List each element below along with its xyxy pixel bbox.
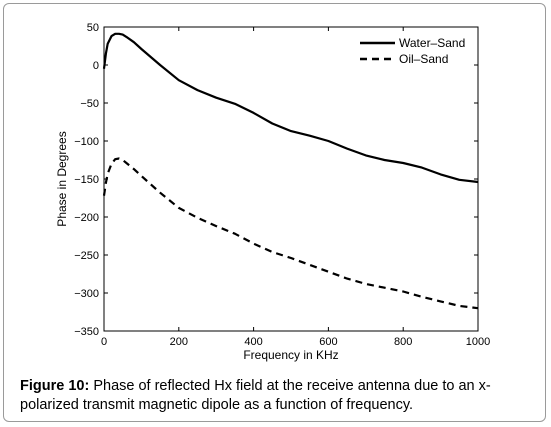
x-tick-label: 600 [319,336,337,348]
x-tick-label: 1000 [466,336,490,348]
caption-label: Figure 10: [20,378,90,394]
plot-border [103,26,479,332]
x-tick-label: 800 [394,336,412,348]
legend: Water–Sand Oil–Sand [360,36,465,66]
y-tick-label: −100 [74,136,99,148]
plot-area [103,26,479,332]
line-chart: 0 200 400 600 800 1000 50 0 −50 −100 −150 −200 −250 −… [55,22,490,362]
y-tick-label: 0 [93,60,99,72]
y-tick-label: −50 [80,98,99,110]
x-tick-label: 200 [170,336,188,348]
legend-entry-2: Oil–Sand [399,52,448,66]
series-line-2 [102,157,479,310]
y-tick-label: −350 [74,326,99,338]
y-tick-label: −300 [74,288,99,300]
figure-frame [3,3,546,422]
y-tick-label: 50 [87,22,99,34]
legend-entry-1: Water–Sand [399,36,465,50]
x-axis-label: Frequency in KHz [243,348,338,362]
axis-ticks: 0 200 400 600 800 1000 50 0 −50 −100 −150 −200 −250 −… [74,22,490,348]
series-layer [102,32,479,310]
series-line-1 [102,32,479,184]
x-tick-label: 400 [244,336,262,348]
y-tick-label: −200 [74,212,99,224]
figure-caption: Figure 10: Phase of reflected Hx field a… [20,377,535,415]
y-tick-label: −150 [74,174,99,186]
y-axis-label: Phase in Degrees [55,131,69,226]
y-tick-label: −250 [74,250,99,262]
caption-text: Phase of reflected Hx field at the recei… [20,378,491,413]
x-tick-label: 0 [101,336,107,348]
